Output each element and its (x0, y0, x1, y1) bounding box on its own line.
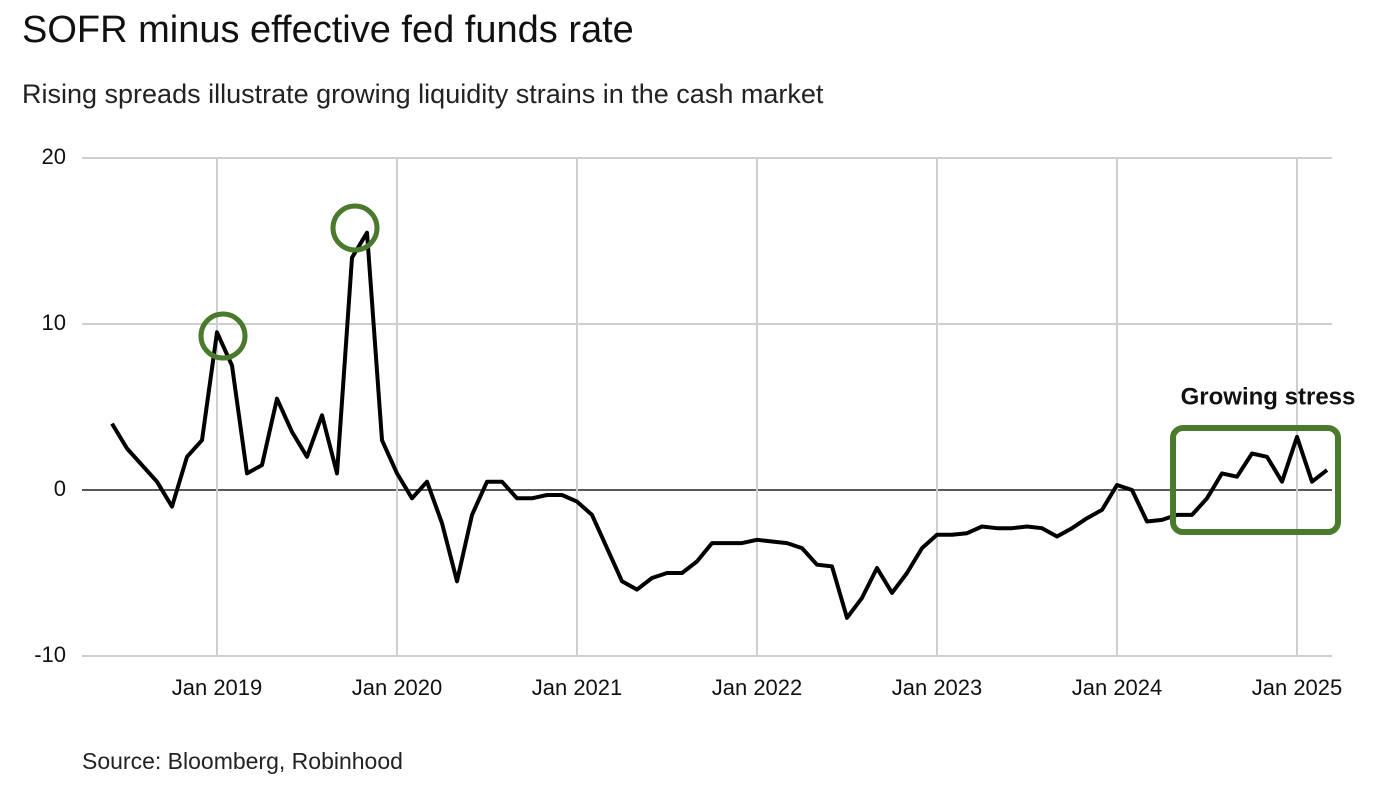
x-tick-label: Jan 2021 (532, 675, 623, 700)
x-tick-label: Jan 2023 (892, 675, 983, 700)
y-tick-label: -10 (34, 642, 66, 667)
y-tick-label: 10 (42, 310, 66, 335)
data-line (110, 230, 1329, 620)
chart-subtitle: Rising spreads illustrate growing liquid… (22, 79, 824, 109)
highlight-circle (198, 311, 248, 361)
y-tick-label: 0 (54, 476, 66, 501)
highlight-circle (330, 203, 380, 253)
source: Source: Bloomberg, Robinhood (82, 748, 403, 774)
x-tick-label: Jan 2020 (352, 675, 443, 700)
x-tick-label: Jan 2024 (1072, 675, 1163, 700)
x-tick-label: Jan 2019 (172, 675, 263, 700)
y-tick-label: 20 (42, 144, 66, 169)
x-tick-label: Jan 2022 (712, 675, 803, 700)
chart-title: SOFR minus effective fed funds rate (22, 9, 634, 51)
plot-area: -10 0 10 20 Jan 2019 Jan 2020 Jan 2021 Jan 2022… (34, 144, 1342, 700)
annotation: Growing stress (1181, 383, 1356, 410)
highlight-box (1170, 425, 1341, 535)
x-tick-label: Jan 2025 (1252, 675, 1343, 700)
